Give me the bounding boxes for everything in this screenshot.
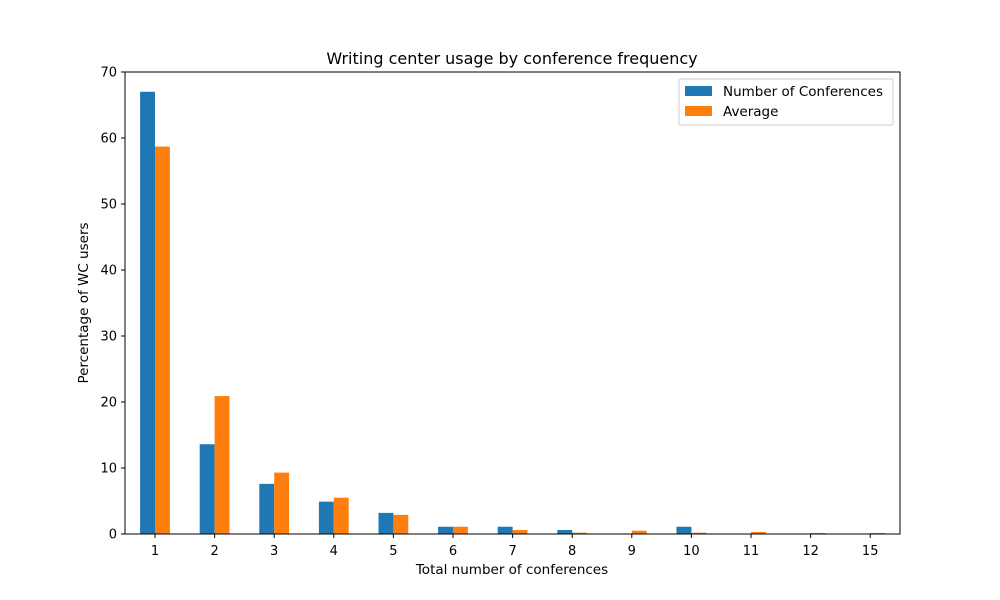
x-tick-label-7: 7	[508, 544, 516, 559]
bar-number-of-conferences-10	[676, 526, 692, 534]
plot-frame	[124, 71, 901, 535]
bar-average-1	[155, 146, 170, 534]
x-tick-label-10: 10	[683, 544, 700, 559]
legend-label-average: Average	[723, 104, 778, 120]
x-tick-label-5: 5	[389, 544, 397, 559]
y-tick-label-40: 40	[100, 264, 117, 279]
y-tick-label-50: 50	[100, 198, 117, 213]
legend: Number of Conferences Average	[678, 78, 894, 126]
y-axis-ticks: 0 10 20 30 40 50 60 70	[100, 66, 125, 543]
bar-number-of-conferences-5	[378, 512, 394, 534]
bar-number-of-conferences-6	[438, 526, 453, 534]
legend-frame	[678, 78, 894, 126]
y-tick-label-10: 10	[100, 462, 117, 477]
y-axis-label: Percentage of WC users	[76, 222, 92, 383]
bar-average-11	[751, 532, 766, 534]
y-tick-label-20: 20	[100, 396, 117, 411]
bar-average-10	[691, 532, 707, 534]
legend-swatch-average	[685, 106, 712, 116]
x-tick-label-4: 4	[330, 544, 338, 559]
bar-average-5	[393, 514, 409, 534]
x-tick-label-8: 8	[568, 544, 576, 559]
legend-swatch-number-of-conferences	[685, 86, 712, 96]
bar-number-of-conferences-7	[497, 526, 513, 534]
x-axis-label: Total number of conferences	[415, 562, 608, 578]
x-tick-label-12: 12	[802, 544, 819, 559]
bar-number-of-conferences-2	[199, 444, 215, 534]
x-tick-label-1: 1	[151, 544, 159, 559]
bar-average-3	[274, 472, 290, 534]
bar-number-of-conferences-3	[259, 483, 275, 534]
x-axis-ticks: 1 2 3 4 5 6 7 8 9 10 11 12 15	[151, 534, 879, 559]
bar-average-9	[631, 530, 647, 534]
bar-average-4	[333, 497, 349, 534]
bars-group	[140, 91, 886, 535]
bar-number-of-conferences-1	[140, 91, 155, 535]
bar-average-6	[453, 526, 468, 534]
x-tick-label-2: 2	[210, 544, 218, 559]
y-tick-label-0: 0	[109, 528, 117, 543]
y-tick-label-70: 70	[100, 66, 117, 81]
bar-number-of-conferences-4	[318, 501, 334, 534]
x-tick-label-9: 9	[628, 544, 636, 559]
y-tick-label-60: 60	[100, 132, 117, 147]
legend-label-number-of-conferences: Number of Conferences	[723, 84, 883, 100]
x-tick-label-15: 15	[862, 544, 879, 559]
y-tick-label-30: 30	[100, 330, 117, 345]
chart-title: Writing center usage by conference frequ…	[326, 49, 697, 68]
bar-number-of-conferences-8	[557, 530, 573, 534]
bar-average-7	[512, 530, 528, 534]
x-tick-label-6: 6	[449, 544, 457, 559]
bar-average-8	[572, 532, 588, 534]
x-tick-label-11: 11	[743, 544, 760, 559]
x-tick-label-3: 3	[270, 544, 278, 559]
bar-average-2	[214, 396, 230, 534]
